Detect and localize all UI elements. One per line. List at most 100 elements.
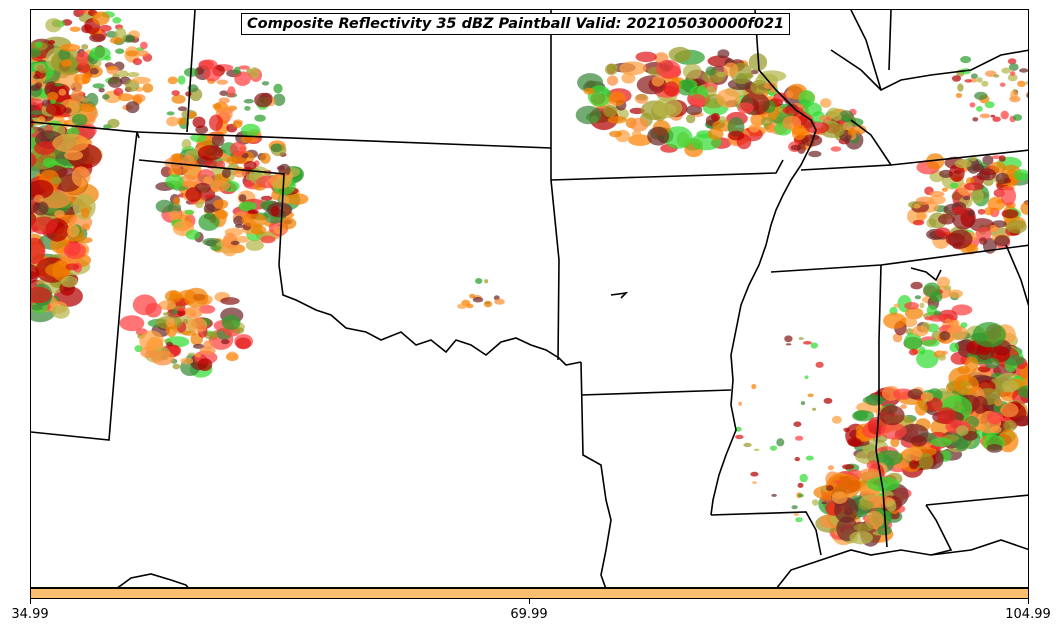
map-title: Composite Reflectivity 35 dBZ Paintball … (241, 13, 791, 35)
echo-blob (176, 117, 187, 126)
echo-blob (939, 331, 951, 341)
border-gulf-coast (776, 539, 1028, 587)
echo-blob (270, 205, 280, 217)
echo-blob (969, 102, 976, 108)
echo-blob (163, 312, 170, 316)
echo-blob (167, 76, 178, 85)
echo-blob (803, 341, 812, 345)
echo-blob (47, 91, 59, 101)
echo-blob (853, 523, 874, 532)
echo-blob (819, 115, 832, 122)
echo-blob (630, 117, 649, 132)
echo-blob (80, 208, 90, 218)
echo-blob (583, 87, 595, 95)
echo-blob (993, 74, 1000, 78)
echo-blob (826, 485, 834, 492)
echo-blob (92, 83, 105, 89)
echo-blob (937, 354, 947, 361)
state-borders (31, 10, 1028, 587)
echo-blob (975, 226, 992, 242)
echo-blob (750, 79, 770, 95)
echo-blob (987, 411, 1002, 425)
echo-blob (31, 304, 43, 311)
border-kentucky (850, 119, 892, 166)
echo-blob (64, 150, 84, 161)
echo-blob (243, 160, 257, 170)
echo-blob (151, 350, 175, 366)
echo-blob (865, 394, 884, 406)
echo-blob (938, 213, 956, 225)
colorbar-tick-label-min: 34.99 (11, 607, 49, 622)
echo-blob (810, 134, 820, 140)
echo-blob (960, 56, 972, 64)
echo-blob (199, 346, 216, 355)
echo-blob (603, 104, 618, 118)
echo-blob (926, 153, 945, 170)
echo-blob (250, 225, 267, 235)
echo-blob (663, 81, 679, 97)
echo-blob (494, 298, 505, 305)
echo-blob (849, 531, 873, 545)
echo-blob (686, 104, 703, 116)
echo-blob (1017, 385, 1028, 399)
echo-blob (682, 63, 702, 80)
echo-blob (834, 480, 841, 484)
echo-blob (785, 343, 792, 346)
echo-blob (752, 481, 757, 484)
border-texas-east (580, 361, 612, 587)
echo-blob (213, 199, 229, 210)
echo-blob (107, 76, 123, 88)
border-oklahoma-east (550, 10, 560, 361)
colorbar (30, 588, 1029, 599)
echo-blob (795, 517, 803, 523)
echo-blob (919, 302, 925, 309)
echo-blob (195, 353, 202, 358)
echo-blob (1009, 71, 1016, 76)
echo-blob (197, 145, 224, 161)
echo-blob (184, 209, 195, 215)
echo-blob (972, 322, 1006, 348)
colorbar-tick-label-max: 104.99 (1005, 607, 1051, 622)
echo-blob (50, 176, 62, 185)
echo-blob (964, 182, 984, 191)
echo-blob (843, 427, 850, 432)
echo-blob (793, 512, 799, 517)
echo-blob (165, 174, 184, 189)
echo-blob (790, 144, 802, 151)
echo-blob (880, 422, 907, 440)
echo-blob (782, 106, 804, 115)
echo-blob (791, 124, 807, 141)
echo-blob (866, 460, 881, 471)
echo-blob (926, 397, 943, 412)
echo-blob (168, 166, 183, 177)
echo-blob (735, 426, 742, 432)
echo-blob (807, 393, 814, 398)
border-small-lake (610, 291, 629, 299)
echo-blob (892, 333, 903, 343)
echo-blob (171, 153, 184, 162)
echo-blob (1007, 73, 1018, 82)
echo-blob (51, 304, 70, 319)
echo-blob (982, 155, 994, 166)
echo-blob (944, 285, 952, 291)
echo-blob (177, 106, 188, 112)
echo-blob (769, 445, 778, 451)
echo-blob (918, 346, 926, 355)
echo-blob (908, 348, 918, 356)
echo-blob (78, 10, 87, 14)
echo-blob (203, 68, 221, 82)
echo-blob (804, 121, 830, 134)
echo-blob (904, 307, 924, 320)
echo-blob (902, 447, 923, 462)
echo-blob (937, 407, 956, 424)
echo-blob (171, 90, 180, 96)
echo-blob (233, 169, 246, 178)
echo-blob (52, 133, 89, 153)
echo-blob (910, 281, 923, 290)
echo-blob (140, 41, 148, 50)
echo-blob (984, 357, 1000, 369)
echo-blob (952, 206, 965, 215)
echo-blob (866, 476, 900, 492)
echo-blob (979, 113, 991, 119)
echo-blob (711, 113, 720, 122)
